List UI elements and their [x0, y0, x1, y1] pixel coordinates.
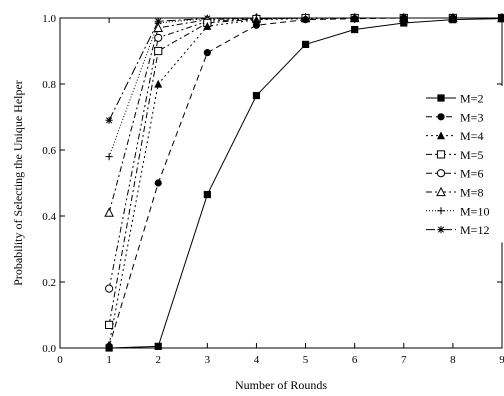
data-point — [252, 91, 261, 100]
data-point — [203, 22, 212, 30]
y-tick-label: 1.0 — [42, 13, 56, 25]
legend-label: M=5 — [460, 148, 483, 162]
legend: M=2 M=3 M=4 M=5 M=6 M=8 M=10 M=12 — [424, 86, 504, 243]
data-point — [154, 342, 162, 350]
y-tick-label: 0.8 — [42, 79, 56, 91]
data-point — [252, 21, 261, 29]
y-tick-label: 0.6 — [42, 145, 56, 157]
y-tick-label: 0.0 — [42, 343, 56, 355]
data-point — [449, 16, 457, 24]
x-tick-label: 0 — [57, 354, 63, 366]
data-point — [154, 179, 162, 187]
legend-label: M=12 — [460, 223, 489, 237]
data-point — [104, 207, 114, 217]
y-tick-label: 0.2 — [42, 277, 56, 289]
data-point — [351, 25, 359, 34]
data-point — [498, 15, 504, 23]
data-point — [154, 33, 163, 42]
data-point — [105, 153, 113, 161]
data-point — [252, 15, 261, 24]
legend-item: M=3 — [426, 110, 483, 124]
data-point — [105, 320, 114, 329]
legend-item: M=5 — [426, 148, 483, 162]
legend-label: M=4 — [460, 129, 483, 143]
legend-label: M=10 — [460, 204, 489, 218]
legend-item: M=2 — [426, 92, 483, 106]
data-point — [203, 190, 211, 199]
data-point — [351, 15, 359, 23]
x-tick-label: 3 — [205, 354, 211, 366]
data-point — [203, 49, 211, 57]
legend-item: M=4 — [426, 129, 483, 143]
x-tick-label: 8 — [450, 354, 456, 366]
x-tick-label: 9 — [499, 354, 504, 366]
data-point — [301, 16, 310, 24]
legend-item: M=10 — [426, 204, 489, 218]
legend-item: M=12 — [426, 223, 489, 237]
legend-label: M=2 — [460, 92, 483, 106]
legend-label: M=3 — [460, 110, 483, 124]
x-tick-label: 5 — [303, 354, 309, 366]
legend-marker — [437, 226, 445, 234]
legend-item: M=8 — [426, 186, 483, 200]
data-point — [301, 40, 310, 48]
x-axis-title: Number of Rounds — [235, 378, 327, 392]
legend-item: M=6 — [426, 167, 483, 181]
data-point — [153, 22, 164, 32]
legend-marker — [436, 169, 446, 178]
series-line — [108, 17, 502, 345]
legend-label: M=8 — [460, 186, 483, 200]
legend-marker — [437, 131, 445, 140]
series-layer — [104, 12, 504, 352]
x-tick-label: 6 — [352, 354, 358, 366]
legend-label: M=6 — [460, 167, 483, 181]
data-point — [105, 284, 114, 293]
legend-marker — [436, 150, 446, 159]
series-m-2 — [105, 15, 504, 352]
data-point — [154, 46, 163, 56]
data-point — [105, 344, 113, 352]
y-axis: 0.0 0.2 0.4 0.6 0.8 1.0 — [42, 13, 502, 355]
legend-background — [424, 86, 504, 243]
data-point — [400, 19, 408, 27]
y-axis-title: Probability of Selecting the Unique Help… — [11, 80, 25, 286]
x-tick-label: 2 — [155, 354, 161, 366]
legend-marker — [437, 94, 445, 102]
x-tick-label: 7 — [401, 354, 407, 366]
x-tick-label: 1 — [106, 354, 112, 366]
legend-marker — [436, 186, 446, 197]
x-tick-label: 4 — [254, 354, 260, 366]
data-point — [154, 79, 163, 88]
legend-marker — [437, 113, 445, 121]
y-tick-label: 0.4 — [42, 211, 56, 223]
legend-marker — [437, 207, 445, 215]
data-point — [105, 116, 113, 124]
